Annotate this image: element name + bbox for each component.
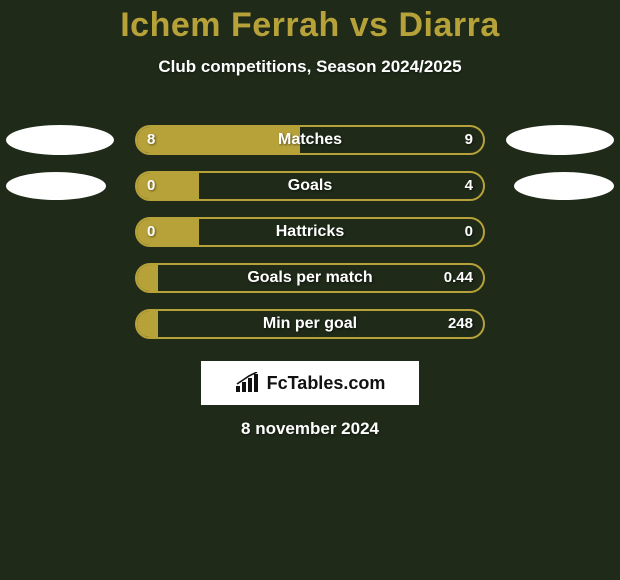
bar-fill-left (137, 173, 199, 199)
stat-value-right: 4 (465, 173, 473, 199)
stat-value-right: 0.44 (444, 265, 473, 291)
comparison-chart: 8 Matches 9 0 Goals 4 0 Hattricks (0, 117, 620, 347)
subtitle: Club competitions, Season 2024/2025 (0, 57, 620, 77)
bar-track: 8 Matches 9 (135, 125, 485, 155)
bar-track: 0 Hattricks 0 (135, 217, 485, 247)
stat-row-matches: 8 Matches 9 (0, 117, 620, 163)
player-right-marker (514, 172, 614, 200)
bar-fill-left (137, 127, 300, 153)
player-left-marker (6, 172, 106, 200)
stat-row-goals: 0 Goals 4 (0, 163, 620, 209)
bar-fill-left (137, 219, 199, 245)
player-right-marker (506, 125, 614, 155)
stat-row-goals-per-match: Goals per match 0.44 (0, 255, 620, 301)
player-left-marker (6, 125, 114, 155)
logo-text: FcTables.com (267, 373, 386, 394)
stat-row-min-per-goal: Min per goal 248 (0, 301, 620, 347)
stat-row-hattricks: 0 Hattricks 0 (0, 209, 620, 255)
stat-label: Goals per match (137, 265, 483, 291)
page-root: Ichem Ferrah vs Diarra Club competitions… (0, 0, 620, 580)
date-label: 8 november 2024 (0, 419, 620, 439)
bar-fill-left (137, 311, 158, 337)
bar-chart-icon (235, 372, 261, 394)
stat-value-right: 9 (465, 127, 473, 153)
stat-value-right: 248 (448, 311, 473, 337)
fctables-logo[interactable]: FcTables.com (201, 361, 419, 405)
bar-fill-left (137, 265, 158, 291)
page-title: Ichem Ferrah vs Diarra (0, 0, 620, 45)
bar-track: Goals per match 0.44 (135, 263, 485, 293)
bar-track: 0 Goals 4 (135, 171, 485, 201)
stat-label: Min per goal (137, 311, 483, 337)
stat-value-right: 0 (465, 219, 473, 245)
bar-track: Min per goal 248 (135, 309, 485, 339)
